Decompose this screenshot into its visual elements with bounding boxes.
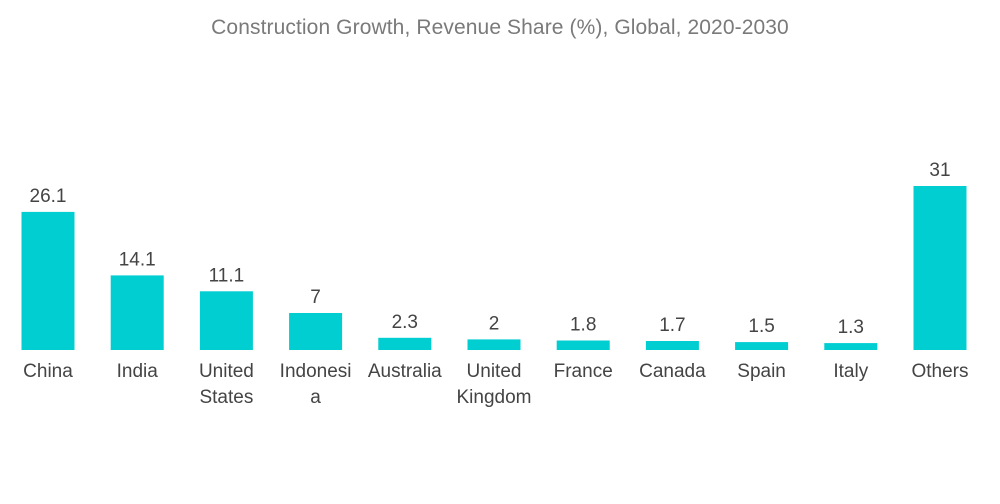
category-labels-group: China India United States Indonesi a Australia… bbox=[23, 361, 968, 408]
bar-united-kingdom bbox=[467, 339, 521, 350]
bar-united-states bbox=[199, 291, 253, 350]
bar-india bbox=[110, 275, 164, 350]
category-label-spain: Spain bbox=[737, 361, 786, 382]
value-label-united-kingdom: 2 bbox=[489, 313, 500, 334]
value-label-indonesia: 7 bbox=[310, 287, 321, 308]
bar-australia bbox=[378, 337, 432, 350]
category-label-india: India bbox=[117, 361, 159, 382]
category-label-united-kingdom: United Kingdom bbox=[457, 361, 532, 408]
category-label-china: China bbox=[23, 361, 73, 382]
category-label-others: Others bbox=[911, 361, 968, 382]
value-label-china: 26.1 bbox=[30, 186, 67, 207]
value-label-others: 31 bbox=[929, 160, 950, 181]
bar-others bbox=[913, 186, 967, 350]
bar-indonesia bbox=[289, 313, 343, 350]
category-label-indonesia: Indonesi a bbox=[280, 361, 352, 408]
value-label-australia: 2.3 bbox=[392, 312, 418, 333]
chart-title: Construction Growth, Revenue Share (%), … bbox=[211, 16, 789, 39]
category-label-canada: Canada bbox=[639, 361, 706, 382]
bar-china bbox=[21, 211, 75, 350]
value-label-spain: 1.5 bbox=[748, 316, 774, 337]
category-label-united-states: United States bbox=[199, 361, 254, 408]
bar-france bbox=[556, 340, 610, 350]
value-label-italy: 1.3 bbox=[838, 317, 864, 338]
value-label-france: 1.8 bbox=[570, 315, 596, 336]
value-labels-group: 26.1 14.1 11.1 7 2.3 2 1.8 1.7 1.5 1.3 31 bbox=[30, 160, 951, 338]
category-label-italy: Italy bbox=[833, 361, 868, 382]
bar-canada bbox=[645, 341, 699, 350]
value-label-india: 14.1 bbox=[119, 249, 156, 270]
bar-spain bbox=[735, 342, 789, 350]
category-label-france: France bbox=[554, 361, 613, 382]
bars-group bbox=[21, 186, 967, 350]
category-label-australia: Australia bbox=[368, 361, 442, 382]
bar-italy bbox=[824, 343, 878, 350]
value-label-united-states: 11.1 bbox=[209, 265, 245, 286]
value-label-canada: 1.7 bbox=[659, 315, 685, 336]
